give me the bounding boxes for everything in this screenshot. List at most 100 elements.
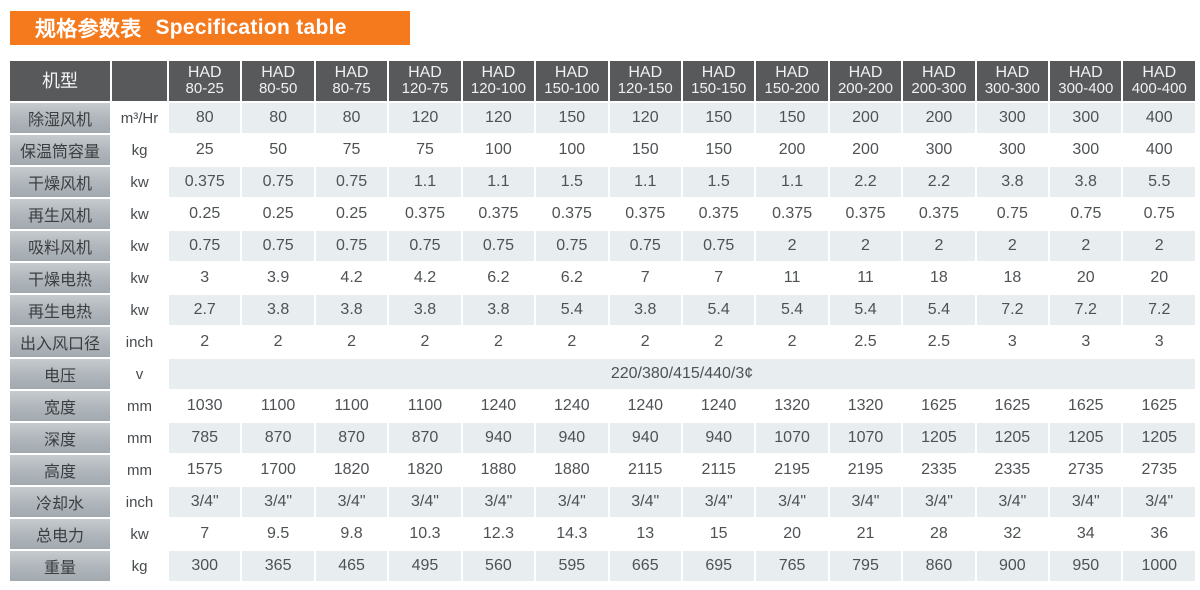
cell-value: 200 bbox=[903, 103, 975, 133]
cell-value: 28 bbox=[903, 519, 975, 549]
cell-value: 0.75 bbox=[389, 231, 461, 261]
cell-value: 0.25 bbox=[242, 199, 314, 229]
cell-value: 0.375 bbox=[682, 199, 755, 229]
cell-value: 795 bbox=[829, 551, 902, 581]
cell-value: 0.75 bbox=[609, 231, 681, 261]
cell-value: 0.75 bbox=[462, 231, 535, 261]
model-header-row: 机型 HAD 80-25 HAD 80-50 HAD 80-75 HAD 120-75 HAD 1… bbox=[10, 61, 1195, 101]
model-header-150-150: HAD 150-150 bbox=[682, 61, 755, 101]
cell-value: 1240 bbox=[536, 391, 608, 421]
cell-value: 300 bbox=[1050, 135, 1122, 165]
cell-value: 120 bbox=[462, 103, 535, 133]
spec-row-3: 再生风机 kw 0.25 0.25 0.25 0.375 0.375 0.375 0.375 0.… bbox=[10, 199, 1195, 229]
cell-value: 2 bbox=[242, 327, 314, 357]
cell-value: 2 bbox=[389, 327, 461, 357]
cell-value: 1820 bbox=[389, 455, 461, 485]
row-label: 高度 bbox=[10, 455, 110, 485]
cell-value: 1320 bbox=[756, 391, 828, 421]
spec-row-13: 总电力 kw 7 9.5 9.8 10.3 12.3 14.3 13 15 20 21 28 32 34 36 bbox=[10, 519, 1195, 549]
cell-value: 0.75 bbox=[1050, 199, 1122, 229]
model-header-400-400: HAD 400-400 bbox=[1123, 61, 1195, 101]
cell-value: 595 bbox=[536, 551, 608, 581]
cell-value: 150 bbox=[609, 135, 681, 165]
model-header-150-200: HAD 150-200 bbox=[756, 61, 828, 101]
cell-value: 2735 bbox=[1123, 455, 1195, 485]
cell-value: 3.8 bbox=[1050, 167, 1122, 197]
cell-value: 5.4 bbox=[756, 295, 828, 325]
cell-value: 695 bbox=[682, 551, 755, 581]
cell-value: 3 bbox=[1050, 327, 1122, 357]
cell-value: 3/4" bbox=[682, 487, 755, 517]
cell-value: 365 bbox=[242, 551, 314, 581]
cell-value: 200 bbox=[756, 135, 828, 165]
cell-value: 0.25 bbox=[169, 199, 241, 229]
cell-value: 20 bbox=[756, 519, 828, 549]
cell-value: 2 bbox=[609, 327, 681, 357]
cell-value: 6.2 bbox=[462, 263, 535, 293]
cell-value: 1240 bbox=[609, 391, 681, 421]
cell-value: 1100 bbox=[242, 391, 314, 421]
cell-value: 7 bbox=[682, 263, 755, 293]
cell-value: 3 bbox=[169, 263, 241, 293]
cell-value: 50 bbox=[242, 135, 314, 165]
spec-row-11: 高度 mm 1575 1700 1820 1820 1880 1880 2115 2115 2195… bbox=[10, 455, 1195, 485]
cell-value: 2 bbox=[756, 327, 828, 357]
cell-value: 7.2 bbox=[1050, 295, 1122, 325]
cell-value: 0.375 bbox=[462, 199, 535, 229]
cell-value: 2 bbox=[315, 327, 388, 357]
cell-value: 0.375 bbox=[756, 199, 828, 229]
cell-value: 1.5 bbox=[536, 167, 608, 197]
cell-value: 120 bbox=[609, 103, 681, 133]
cell-value: 300 bbox=[976, 103, 1049, 133]
spec-row-10: 深度 mm 785 870 870 870 940 940 940 940 1070 1070 1205… bbox=[10, 423, 1195, 453]
model-header-200-200: HAD 200-200 bbox=[829, 61, 902, 101]
row-unit: mm bbox=[112, 423, 167, 453]
cell-value: 200 bbox=[829, 103, 902, 133]
row-unit: kw bbox=[112, 519, 167, 549]
row-unit: kg bbox=[112, 135, 167, 165]
cell-value: 0.375 bbox=[169, 167, 241, 197]
cell-value: 0.25 bbox=[315, 199, 388, 229]
cell-value: 0.375 bbox=[536, 199, 608, 229]
row-label: 电压 bbox=[10, 359, 110, 389]
cell-value: 1575 bbox=[169, 455, 241, 485]
cell-value: 1240 bbox=[682, 391, 755, 421]
cell-value: 13 bbox=[609, 519, 681, 549]
cell-value: 3/4" bbox=[756, 487, 828, 517]
spec-row-4: 吸料风机 kw 0.75 0.75 0.75 0.75 0.75 0.75 0.75 0.75 2 2… bbox=[10, 231, 1195, 261]
model-header-80-25: HAD 80-25 bbox=[169, 61, 241, 101]
cell-value: 21 bbox=[829, 519, 902, 549]
cell-value: 3.9 bbox=[242, 263, 314, 293]
cell-value: 5.4 bbox=[903, 295, 975, 325]
row-label: 宽度 bbox=[10, 391, 110, 421]
row-unit: mm bbox=[112, 455, 167, 485]
cell-value: 3/4" bbox=[315, 487, 388, 517]
cell-value: 1205 bbox=[1123, 423, 1195, 453]
cell-value: 3/4" bbox=[389, 487, 461, 517]
cell-value: 2 bbox=[756, 231, 828, 261]
cell-value: 870 bbox=[315, 423, 388, 453]
cell-value: 870 bbox=[389, 423, 461, 453]
row-unit: m³/Hr bbox=[112, 103, 167, 133]
cell-value: 0.75 bbox=[242, 231, 314, 261]
cell-value: 5.5 bbox=[1123, 167, 1195, 197]
cell-value: 3 bbox=[1123, 327, 1195, 357]
cell-value: 1625 bbox=[976, 391, 1049, 421]
cell-value: 120 bbox=[389, 103, 461, 133]
cell-value: 3.8 bbox=[315, 295, 388, 325]
cell-value: 0.75 bbox=[242, 167, 314, 197]
cell-value: 0.375 bbox=[829, 199, 902, 229]
cell-value: 1880 bbox=[536, 455, 608, 485]
cell-value: 300 bbox=[976, 135, 1049, 165]
cell-value: 100 bbox=[462, 135, 535, 165]
cell-value: 495 bbox=[389, 551, 461, 581]
cell-value: 1820 bbox=[315, 455, 388, 485]
cell-value: 2 bbox=[1050, 231, 1122, 261]
cell-value: 3.8 bbox=[976, 167, 1049, 197]
cell-value: 3/4" bbox=[609, 487, 681, 517]
row-unit: inch bbox=[112, 487, 167, 517]
cell-value: 150 bbox=[682, 135, 755, 165]
cell-value: 2195 bbox=[756, 455, 828, 485]
row-unit: kw bbox=[112, 295, 167, 325]
cell-value: 75 bbox=[315, 135, 388, 165]
